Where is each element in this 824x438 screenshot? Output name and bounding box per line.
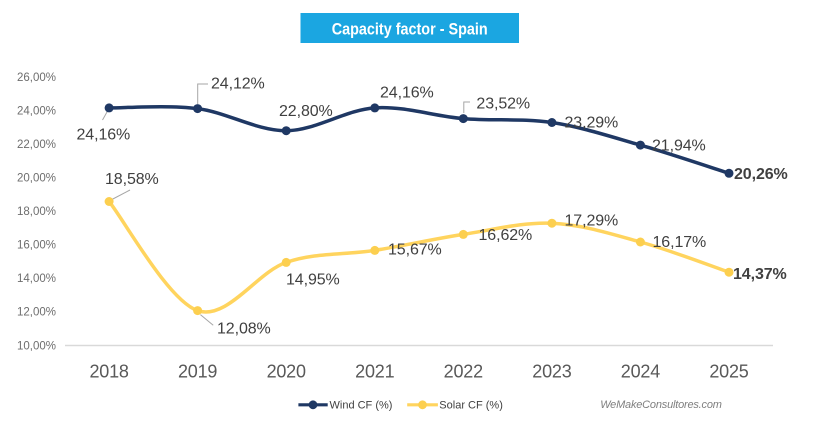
svg-text:Solar CF (%): Solar CF (%) [439, 400, 503, 412]
svg-text:24,16%: 24,16% [380, 84, 434, 101]
svg-text:2020: 2020 [267, 362, 306, 382]
svg-text:16,17%: 16,17% [653, 234, 707, 251]
svg-text:15,67%: 15,67% [388, 241, 442, 258]
svg-text:14,37%: 14,37% [733, 266, 787, 283]
svg-text:10,00%: 10,00% [17, 340, 56, 352]
svg-text:24,12%: 24,12% [211, 75, 265, 92]
svg-text:Wind CF (%): Wind CF (%) [330, 400, 393, 412]
svg-text:2021: 2021 [355, 362, 394, 382]
svg-text:20,26%: 20,26% [734, 166, 788, 183]
svg-text:18,58%: 18,58% [105, 171, 159, 188]
svg-text:2025: 2025 [709, 362, 748, 382]
svg-text:24,00%: 24,00% [17, 105, 56, 117]
svg-text:2024: 2024 [621, 362, 660, 382]
svg-text:23,29%: 23,29% [565, 114, 619, 131]
svg-text:22,00%: 22,00% [17, 139, 56, 151]
svg-text:16,00%: 16,00% [17, 240, 56, 252]
svg-text:20,00%: 20,00% [17, 173, 56, 185]
svg-text:14,00%: 14,00% [17, 273, 56, 285]
svg-text:2022: 2022 [444, 362, 483, 382]
svg-text:16,62%: 16,62% [479, 227, 533, 244]
svg-text:21,94%: 21,94% [652, 137, 706, 154]
svg-text:Capacity factor - Spain: Capacity factor - Spain [332, 21, 488, 39]
svg-text:18,00%: 18,00% [17, 206, 56, 218]
svg-text:22,80%: 22,80% [279, 103, 333, 120]
svg-text:2023: 2023 [532, 362, 571, 382]
svg-text:WeMakeConsultores.com: WeMakeConsultores.com [600, 399, 722, 411]
svg-text:12,00%: 12,00% [17, 307, 56, 319]
svg-text:23,52%: 23,52% [476, 95, 530, 112]
svg-text:14,95%: 14,95% [286, 271, 340, 288]
svg-text:26,00%: 26,00% [17, 72, 56, 84]
svg-text:17,29%: 17,29% [565, 212, 619, 229]
svg-text:24,16%: 24,16% [77, 126, 131, 143]
svg-text:2019: 2019 [178, 362, 217, 382]
svg-text:12,08%: 12,08% [217, 320, 271, 337]
svg-text:2018: 2018 [89, 362, 128, 382]
